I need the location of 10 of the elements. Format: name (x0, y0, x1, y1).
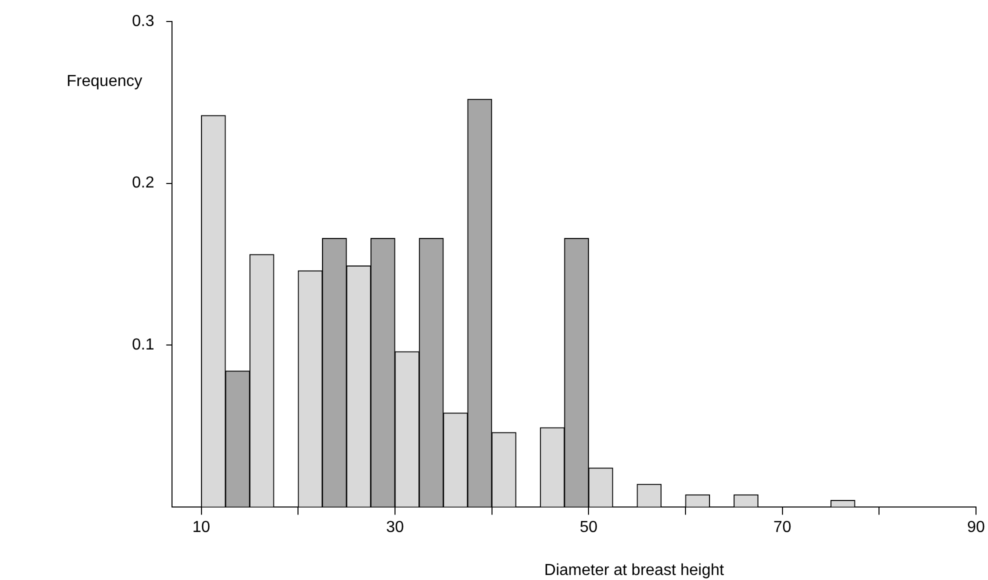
y-tick-label: 0.2 (132, 174, 154, 192)
y-tick-label: 0.1 (132, 336, 154, 354)
x-tick-label: 70 (773, 518, 792, 536)
x-tick-label: 10 (192, 518, 210, 536)
x-axis-title: Diameter at breast height (544, 562, 724, 579)
x-tick-label: 30 (386, 518, 404, 536)
x-tick-label: 90 (967, 518, 985, 536)
y-axis-title: Frequency (66, 73, 142, 90)
x-tick-label: 50 (580, 518, 598, 536)
y-tick-label: 0.3 (132, 13, 154, 30)
